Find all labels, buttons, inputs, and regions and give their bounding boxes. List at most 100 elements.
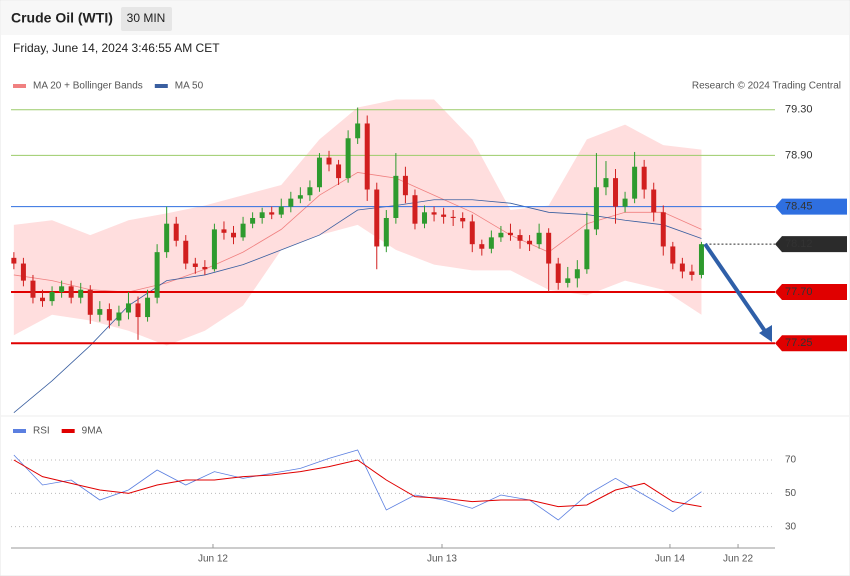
candle-body — [441, 214, 447, 217]
candle-body — [593, 187, 599, 230]
candle-body — [202, 266, 208, 270]
candle-body — [326, 157, 332, 165]
candle-body — [527, 240, 533, 245]
legend-swatch — [61, 429, 75, 433]
candle-body — [125, 303, 131, 313]
candle-body — [307, 187, 313, 196]
candle-body — [632, 166, 638, 199]
x-tick-label: Jun 12 — [198, 554, 228, 565]
candle-body — [135, 303, 141, 318]
candle-body — [49, 292, 55, 302]
candle-body — [364, 123, 370, 190]
level-tag — [775, 284, 847, 301]
candle-body — [221, 229, 227, 233]
candle-body — [603, 178, 609, 188]
candle-body — [660, 212, 666, 247]
candle-body — [345, 138, 351, 179]
candle-body — [498, 232, 504, 238]
candle-body — [450, 216, 456, 218]
subtitle: Friday, June 14, 2024 3:46:55 AM CET — [13, 41, 220, 55]
level-label: 79.30 — [785, 104, 813, 116]
price-panel: MA 20 + Bollinger Bands MA 50 79.30 78.90 78… — [11, 81, 847, 414]
candle-body — [422, 212, 428, 224]
level-tag — [775, 236, 847, 253]
candle-body — [374, 189, 380, 247]
candle-body — [40, 297, 46, 302]
candle-body — [87, 289, 93, 315]
candle-body — [536, 232, 542, 245]
level-label: 78.12 — [785, 238, 813, 250]
candle-body — [336, 164, 342, 179]
rsi-tick-label: 50 — [785, 488, 797, 499]
level-tag — [775, 335, 847, 352]
candle-body — [259, 212, 265, 218]
x-tick-label: Jun 13 — [427, 554, 457, 565]
candle-body — [154, 252, 160, 298]
legend-swatch — [13, 429, 26, 433]
candle-body — [479, 244, 485, 249]
candle-body — [689, 271, 695, 275]
level-label: 78.90 — [785, 149, 813, 161]
candle-body — [316, 157, 322, 188]
legend-label: MA 50 — [175, 81, 204, 92]
timeframe-box — [121, 7, 172, 31]
credit: Research © 2024 Trading Central — [692, 81, 841, 92]
legend-swatch — [13, 84, 26, 88]
candle-body — [59, 286, 65, 293]
candle-body — [11, 257, 17, 264]
level-label: 77.25 — [785, 337, 813, 349]
candle-body — [106, 309, 112, 321]
candle-body — [211, 229, 217, 270]
x-tick-label: Jun 22 — [723, 554, 753, 565]
candle-body — [68, 286, 74, 298]
forecast-arrow — [703, 242, 769, 336]
candle-body — [565, 278, 571, 283]
candle-body — [555, 263, 561, 283]
chart-title: Crude Oil (WTI) — [11, 10, 113, 26]
candle-body — [517, 235, 523, 241]
candle-body — [574, 269, 580, 279]
candle-body — [278, 206, 284, 215]
candle-body — [145, 297, 151, 318]
candle-body — [192, 263, 198, 267]
rsi-line — [13, 459, 702, 508]
candle-body — [469, 221, 475, 245]
candle-body — [116, 312, 122, 321]
candle-body — [183, 240, 189, 264]
candle-body — [97, 309, 103, 315]
candle-body — [383, 217, 389, 247]
candle-body — [641, 166, 647, 190]
candle-body — [431, 212, 437, 215]
candle-body — [651, 189, 657, 213]
candle-body — [546, 232, 552, 264]
candle-body — [393, 175, 399, 218]
candle-body — [679, 263, 685, 272]
forecast-arrow-head — [759, 325, 772, 342]
candle-body — [584, 229, 590, 270]
candle-body — [20, 263, 26, 281]
candle-body — [613, 178, 619, 207]
candle-body — [412, 195, 418, 224]
candle-body — [507, 232, 513, 236]
candle-body — [231, 232, 237, 238]
candle-body — [297, 195, 303, 199]
level-label: 78.45 — [785, 201, 813, 213]
bollinger-band — [13, 99, 702, 346]
candle-body — [288, 198, 294, 207]
candle-body — [670, 246, 676, 264]
candle-body — [30, 280, 36, 298]
candle-body — [622, 198, 628, 207]
candle-body — [250, 217, 256, 224]
legend-label: 9MA — [82, 426, 103, 437]
timeframe: 30 MIN — [127, 11, 166, 25]
candle-body — [78, 289, 84, 298]
x-tick-label: Jun 14 — [655, 554, 685, 565]
legend-label: RSI — [33, 426, 50, 437]
candle-body — [355, 123, 361, 139]
rsi-tick-label: 30 — [785, 521, 797, 532]
candle-body — [698, 244, 704, 275]
level-tag — [775, 198, 847, 215]
level-label: 77.70 — [785, 286, 813, 298]
